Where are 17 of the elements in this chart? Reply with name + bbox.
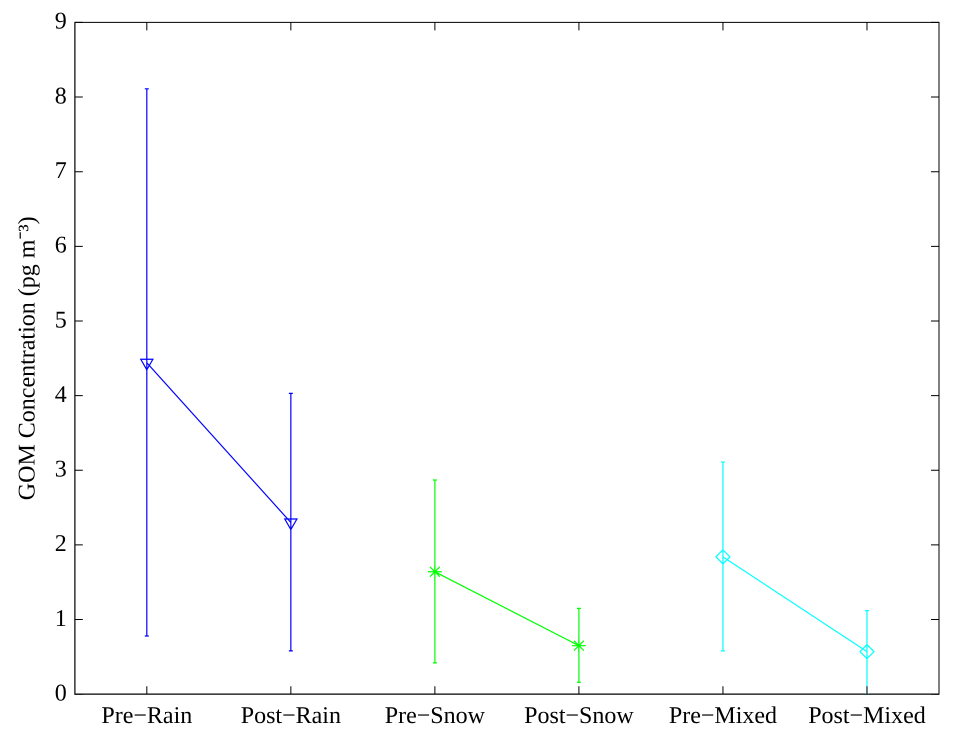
x-tick-label: Pre−Rain bbox=[101, 702, 192, 729]
y-tick-label: 1 bbox=[54, 606, 67, 632]
y-axis-title: GOM Concentration (pg m⁻³) bbox=[14, 216, 41, 500]
x-tick-label: Pre−Mixed bbox=[668, 702, 778, 729]
y-tick-label: 0 bbox=[54, 680, 67, 706]
x-tick-label: Post−Mixed bbox=[808, 702, 926, 729]
y-tick-label: 9 bbox=[54, 8, 67, 35]
y-tick-label: 5 bbox=[54, 307, 67, 334]
x-tick-label: Pre−Snow bbox=[384, 702, 486, 729]
x-tick-label: Post−Snow bbox=[524, 702, 634, 729]
y-tick-label: 4 bbox=[54, 382, 67, 408]
x-tick-label: Post−Rain bbox=[240, 702, 341, 729]
y-tick-label: 7 bbox=[54, 158, 67, 184]
y-tick-label: 3 bbox=[54, 456, 67, 483]
y-tick-label: 2 bbox=[54, 531, 67, 558]
y-tick-label: 8 bbox=[54, 83, 67, 110]
y-tick-label: 6 bbox=[54, 232, 67, 259]
